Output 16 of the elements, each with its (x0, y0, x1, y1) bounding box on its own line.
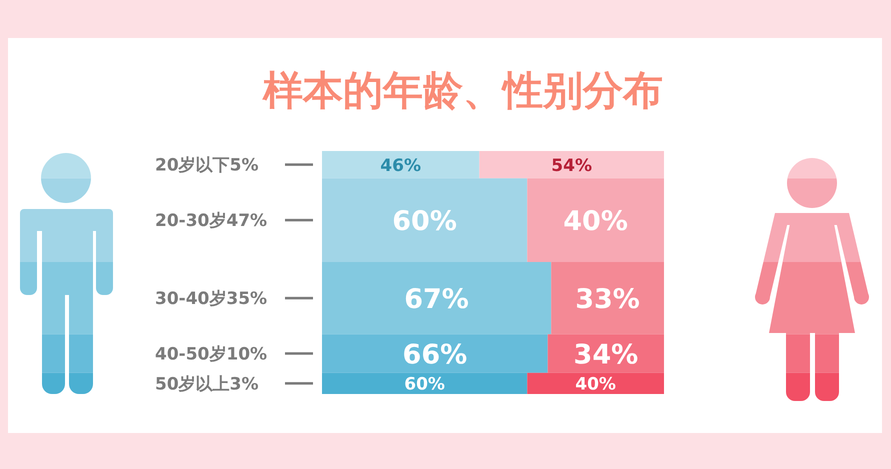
y-tick-label: 20岁以下5% (155, 156, 259, 176)
data-label: 66% (402, 339, 468, 370)
y-tick-label: 20-30岁47% (155, 211, 268, 232)
data-label: 60% (404, 374, 445, 395)
data-label: 40% (563, 206, 628, 237)
data-label: 40% (575, 374, 616, 395)
data-label: 34% (574, 339, 638, 370)
data-label: 46% (380, 156, 422, 176)
chart-title: 样本的年龄、性别分布 (262, 68, 663, 114)
data-label: 54% (551, 156, 592, 176)
y-tick-label: 40-50岁10% (155, 344, 268, 365)
data-label: 60% (392, 206, 457, 237)
data-label: 67% (404, 284, 469, 315)
data-label: 33% (575, 284, 640, 315)
y-tick-label: 30-40岁35% (155, 289, 268, 310)
y-tick-label: 50岁以上3% (155, 374, 259, 394)
